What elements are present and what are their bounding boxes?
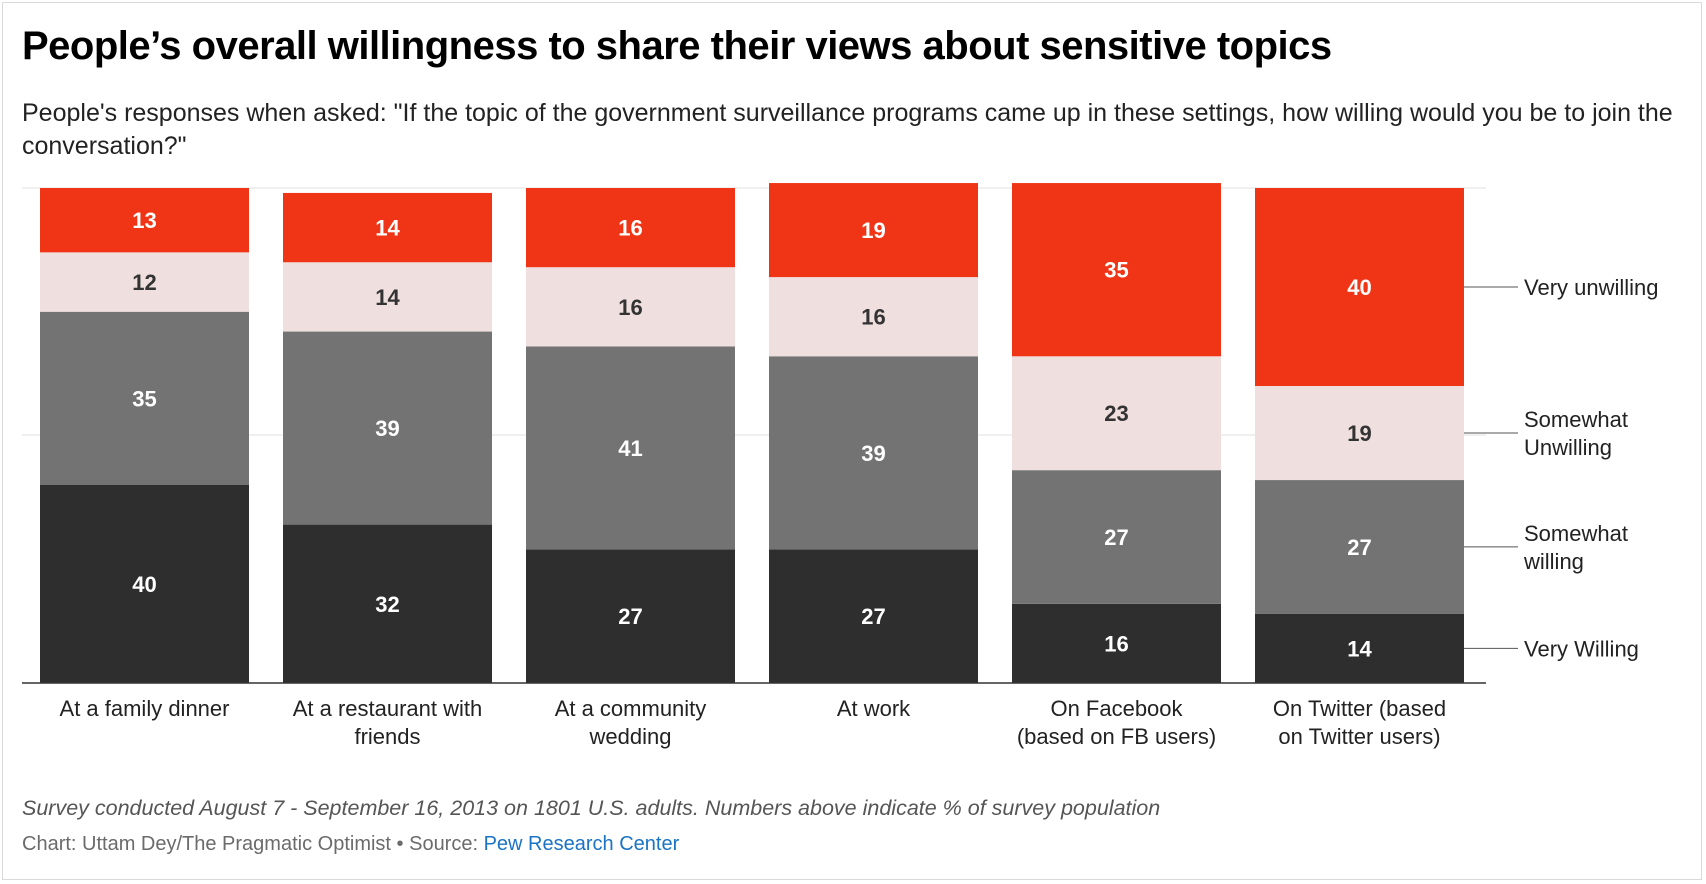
chart-credit: Chart: Uttam Dey/The Pragmatic Optimist … xyxy=(22,833,679,856)
chart-title: People’s overall willingness to share th… xyxy=(22,24,1332,68)
bar-segment xyxy=(283,262,492,332)
x-tick-label: friends xyxy=(354,724,420,749)
bar-segment xyxy=(40,188,249,253)
x-tick-label: On Facebook xyxy=(1050,696,1183,721)
x-tick-label: At work xyxy=(837,696,911,721)
legend-label: Unwilling xyxy=(1524,435,1612,460)
data-label: 16 xyxy=(618,216,642,241)
data-label: 27 xyxy=(861,604,885,629)
data-label: 27 xyxy=(618,604,642,629)
bar-segment xyxy=(283,331,492,525)
bar-segment xyxy=(526,549,735,683)
bar-segment xyxy=(1012,470,1221,604)
bar-segment xyxy=(526,188,735,268)
data-label: 14 xyxy=(375,285,400,310)
bar-segment xyxy=(769,277,978,357)
x-tick-label: wedding xyxy=(589,724,672,749)
legend-label: Very unwilling xyxy=(1524,275,1659,300)
data-label: 32 xyxy=(375,592,399,617)
x-tick-label: on Twitter users) xyxy=(1278,724,1440,749)
data-label: 19 xyxy=(861,218,885,243)
data-label: 13 xyxy=(132,208,156,233)
legend-label: Somewhat xyxy=(1524,521,1628,546)
bar-segment xyxy=(1012,603,1221,683)
data-label: 14 xyxy=(375,216,400,241)
bar-segment xyxy=(1255,480,1464,614)
bar-segment xyxy=(40,311,249,485)
chart-subtitle: People's responses when asked: "If the t… xyxy=(22,99,1673,160)
data-label: 16 xyxy=(1104,631,1128,656)
bar-segment xyxy=(526,267,735,347)
data-label: 16 xyxy=(861,305,885,330)
data-label: 27 xyxy=(1347,535,1371,560)
x-tick-label: At a community xyxy=(555,696,707,721)
data-label: 41 xyxy=(618,436,642,461)
data-label: 39 xyxy=(861,441,885,466)
bar-segment xyxy=(769,183,978,278)
bar-segment xyxy=(1255,386,1464,481)
bar-segment xyxy=(40,252,249,312)
bar-segment xyxy=(1012,183,1221,357)
legend-label: Somewhat xyxy=(1524,407,1628,432)
data-label: 27 xyxy=(1104,525,1128,550)
data-label: 12 xyxy=(132,270,156,295)
bar-segment xyxy=(283,524,492,683)
data-label: 14 xyxy=(1347,636,1372,661)
data-label: 16 xyxy=(618,295,642,320)
x-tick-label: On Twitter (based xyxy=(1273,696,1446,721)
survey-note: Survey conducted August 7 - September 16… xyxy=(22,796,1161,820)
bar-segment xyxy=(526,346,735,550)
bar-segment xyxy=(1012,356,1221,471)
data-label: 35 xyxy=(132,386,156,411)
legend-label: willing xyxy=(1523,549,1584,574)
bar-segment xyxy=(1255,613,1464,683)
data-label: 40 xyxy=(1347,275,1371,300)
data-label: 35 xyxy=(1104,258,1128,283)
bar-segment xyxy=(283,192,492,263)
bar-segment xyxy=(1255,188,1464,386)
x-tick-label: At a restaurant with xyxy=(293,696,483,721)
legend-label: Very Willing xyxy=(1524,636,1639,661)
x-tick-label: At a family dinner xyxy=(60,696,230,721)
bar-segment xyxy=(769,549,978,683)
data-label: 39 xyxy=(375,416,399,441)
data-label: 19 xyxy=(1347,421,1371,446)
data-label: 23 xyxy=(1104,401,1128,426)
bar-segment xyxy=(40,485,249,683)
data-label: 40 xyxy=(132,572,156,597)
source-link[interactable]: Pew Research Center xyxy=(483,833,680,855)
bar-segment xyxy=(769,356,978,550)
x-tick-label: (based on FB users) xyxy=(1017,724,1216,749)
credit-text: Chart: Uttam Dey/The Pragmatic Optimist … xyxy=(22,833,484,855)
